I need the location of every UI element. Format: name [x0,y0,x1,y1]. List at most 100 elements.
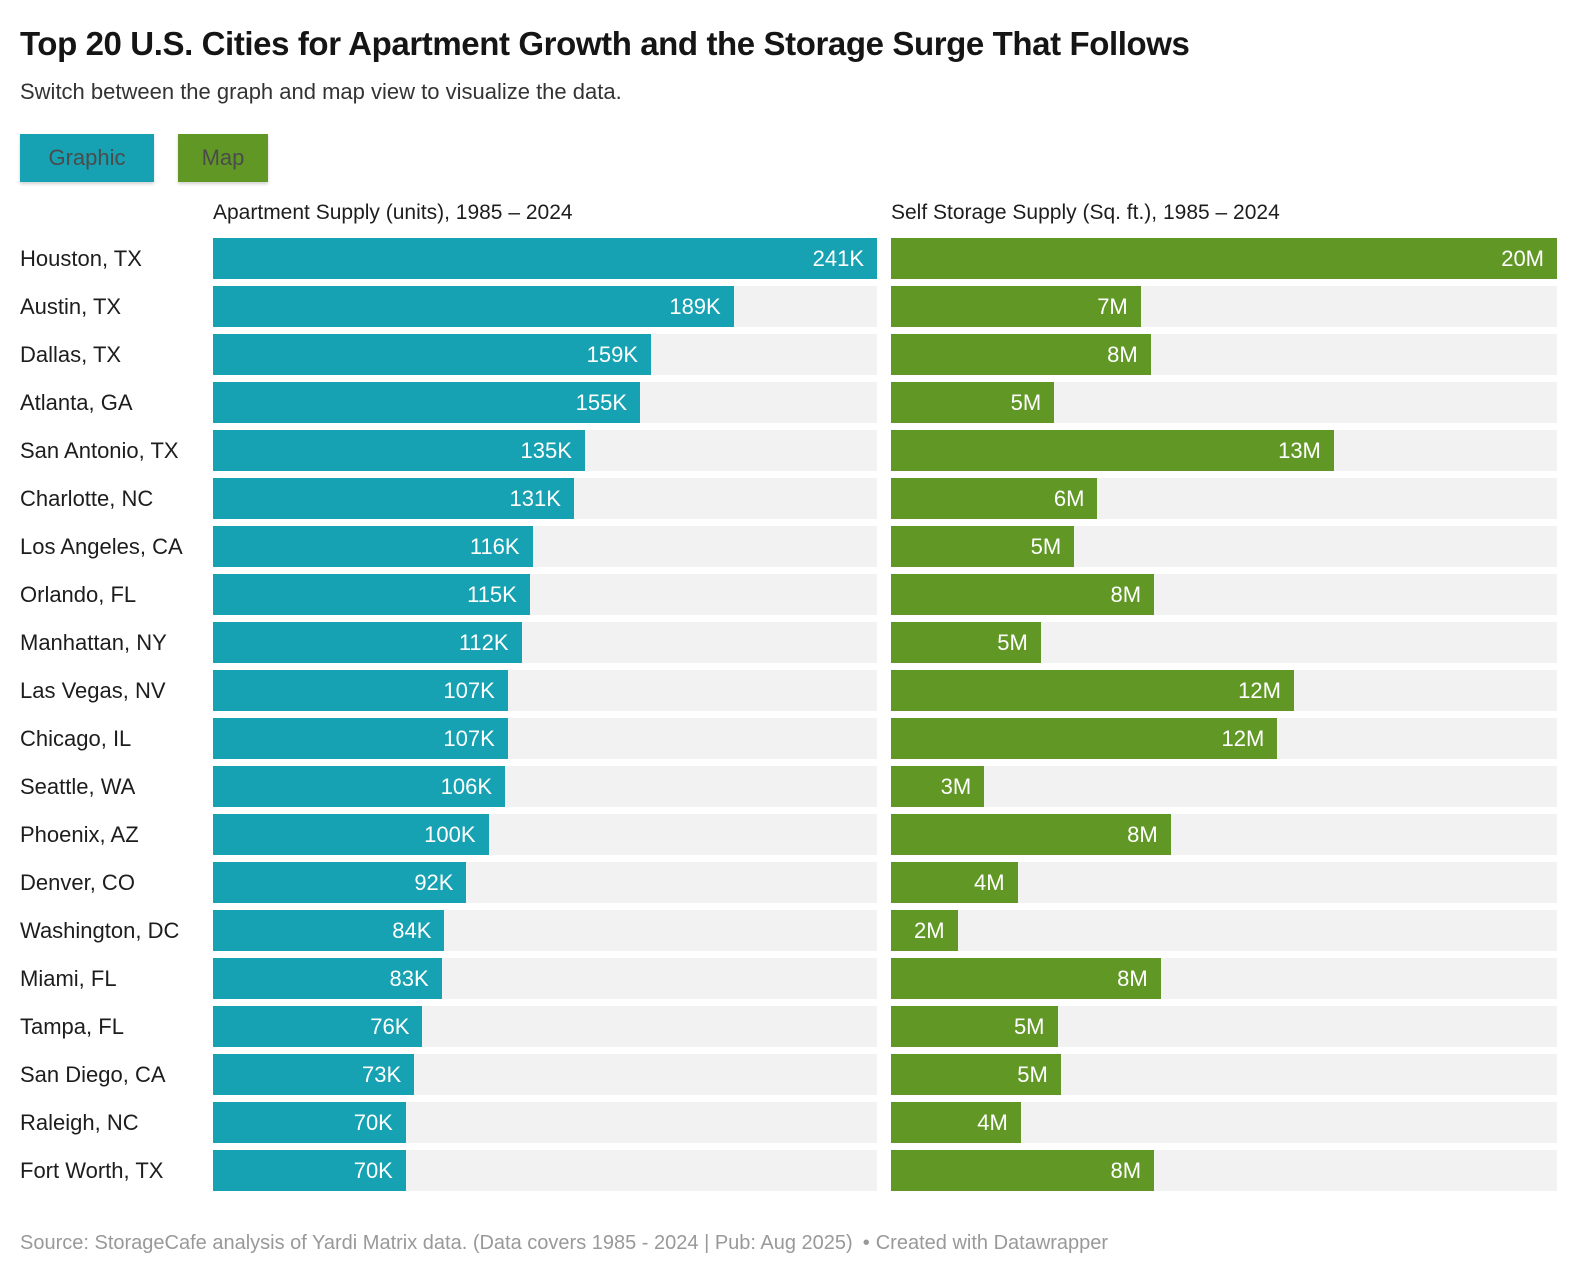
apartment-bar-track: 155K [213,382,877,424]
apartment-value-label: 107K [443,677,495,703]
apartment-bar: 189K [213,286,734,328]
storage-bar: 5M [891,526,1075,568]
storage-bar-track: 3M [891,766,1557,808]
apartment-bar-track: 115K [213,574,877,616]
chart-footer: Source: StorageCafe analysis of Yardi Ma… [20,1232,1558,1255]
chart-row: San Antonio, TX 135K 13M [20,430,1558,472]
apartment-bar-track: 116K [213,526,877,568]
apartment-value-label: 189K [669,293,721,319]
apartment-bar: 116K [213,526,533,568]
apartment-bar: 159K [213,334,652,376]
storage-bar-track: 8M [891,1150,1557,1192]
storage-value-label: 2M [914,917,945,943]
graphic-tab-button[interactable]: Graphic [20,133,154,182]
apartment-value-label: 116K [469,533,520,559]
chart-row: Phoenix, AZ 100K 8M [20,814,1558,856]
apartment-column-header: Apartment Supply (units), 1985 – 2024 [213,200,573,224]
apartment-bar-track: 70K [213,1102,877,1144]
storage-bar-track: 7M [891,286,1557,328]
storage-bar-track: 5M [891,526,1557,568]
chart-row: Raleigh, NC 70K 4M [20,1102,1558,1144]
storage-value-label: 12M [1221,725,1265,751]
chart-row: Seattle, WA 106K 3M [20,766,1558,808]
map-tab-button[interactable]: Map [178,133,268,182]
storage-bar: 5M [891,1054,1061,1096]
apartment-value-label: 84K [392,917,432,943]
chart-row: Los Angeles, CA 116K 5M [20,526,1558,568]
apartment-value-label: 73K [361,1061,402,1087]
apartment-bar-track: 92K [213,862,877,904]
storage-value-label: 5M [1017,1061,1048,1087]
storage-bar: 20M [891,238,1557,280]
storage-bar-track: 4M [891,1102,1557,1144]
storage-value-label: 6M [1053,485,1085,511]
storage-value-label: 8M [1127,821,1158,847]
storage-bar-track: 12M [891,718,1557,760]
chart-subtitle: Switch between the graph and map view to… [20,78,622,104]
row-label: Charlotte, NC [20,485,154,511]
storage-value-label: 8M [1117,965,1148,991]
storage-value-label: 5M [1013,1013,1045,1039]
row-label: Seattle, WA [20,773,136,799]
apartment-bar: 131K [213,478,574,520]
row-label: Los Angeles, CA [20,533,183,559]
chart-row: Dallas, TX 159K 8M [20,334,1558,376]
row-label: Las Vegas, NV [20,677,166,703]
storage-value-label: 8M [1110,581,1142,607]
storage-value-label: 12M [1238,677,1281,703]
row-label: Phoenix, AZ [20,821,139,847]
apartment-bar: 73K [213,1054,415,1096]
apartment-bar: 100K [213,814,489,856]
apartment-value-label: 107K [443,725,495,751]
storage-bar-track: 8M [891,574,1557,616]
apartment-bar-track: 131K [213,478,877,520]
source-text: Source: StorageCafe analysis of Yardi Ma… [20,1232,853,1255]
apartment-bar-track: 70K [213,1150,877,1192]
chart-row: San Diego, CA 73K 5M [20,1054,1558,1096]
chart-rows: Houston, TX 241K 20M Austin, TX 189K 7M Dallas… [20,238,1558,1192]
row-label: San Diego, CA [20,1061,166,1087]
storage-bar-track: 12M [891,670,1557,712]
row-label: Manhattan, NY [20,629,167,655]
chart-row: Orlando, FL 115K 8M [20,574,1558,616]
apartment-bar: 112K [213,622,522,664]
apartment-value-label: 100K [424,821,476,847]
chart-row: Fort Worth, TX 70K 8M [20,1150,1558,1192]
chart-row: Tampa, FL 76K 5M [20,1006,1558,1048]
row-label: Houston, TX [20,245,142,271]
apartment-bar-track: 106K [213,766,877,808]
chart-row: Washington, DC 84K 2M [20,910,1558,952]
storage-bar: 8M [891,334,1151,376]
apartment-bar: 83K [213,958,442,1000]
apartment-bar-track: 107K [213,718,877,760]
storage-value-label: 8M [1110,1157,1142,1183]
storage-value-label: 5M [1010,389,1042,415]
apartment-bar-track: 83K [213,958,877,1000]
apartment-bar: 241K [213,238,877,280]
storage-value-label: 8M [1107,341,1138,367]
apartment-bar-track: 135K [213,430,877,472]
apartment-value-label: 241K [812,245,864,271]
apartment-bar: 70K [213,1150,406,1192]
row-label: Chicago, IL [20,725,132,751]
apartment-bar: 155K [213,382,641,424]
apartment-value-label: 76K [370,1013,410,1039]
storage-bar-track: 13M [891,430,1557,472]
storage-bar: 3M [891,766,985,808]
apartment-bar-track: 73K [213,1054,877,1096]
apartment-bar-track: 84K [213,910,877,952]
chart-row: Denver, CO 92K 4M [20,862,1558,904]
apartment-value-label: 83K [389,965,429,991]
apartment-value-label: 92K [414,869,454,895]
footer-bullet: • [862,1232,870,1255]
storage-value-label: 5M [997,629,1028,655]
view-switcher: Graphic Map [20,133,1558,182]
datawrapper-credit-link[interactable]: Created with Datawrapper [875,1232,1109,1255]
chart-row: Atlanta, GA 155K 5M [20,382,1558,424]
row-label: Austin, TX [20,293,122,319]
apartment-bar: 106K [213,766,506,808]
apartment-bar: 107K [213,718,508,760]
apartment-bar: 84K [213,910,445,952]
apartment-bar-track: 159K [213,334,877,376]
apartment-bar: 76K [213,1006,423,1048]
